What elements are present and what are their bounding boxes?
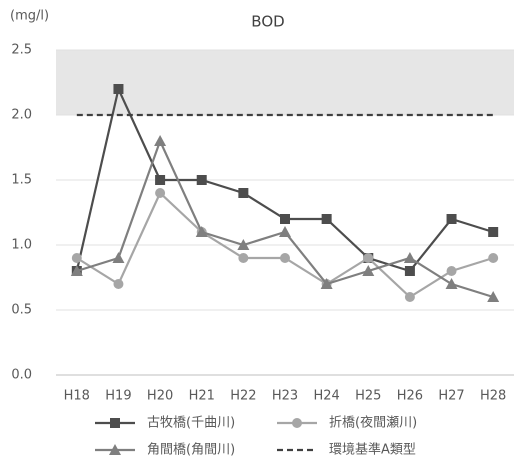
x-tick-label: H21 [189, 389, 215, 404]
x-tick-label: H22 [230, 389, 256, 404]
marker [446, 214, 457, 224]
marker [445, 278, 458, 289]
marker [70, 265, 83, 276]
marker [237, 239, 250, 250]
marker [71, 253, 82, 263]
y-tick-label: 0.0 [11, 368, 32, 383]
marker [110, 418, 120, 428]
y-tick-label: 2.5 [11, 43, 32, 58]
legend-label: 環境基準A類型 [329, 442, 416, 458]
marker [196, 175, 207, 185]
marker [113, 279, 124, 289]
y-tick-label: 1.0 [11, 238, 32, 253]
unit-label: (mg/l) [10, 9, 49, 24]
x-tick-label: H20 [147, 389, 173, 404]
marker [280, 253, 290, 263]
x-tick-label: H27 [438, 389, 464, 404]
marker [403, 252, 416, 263]
marker [488, 253, 499, 263]
marker [280, 214, 290, 224]
marker [292, 418, 302, 428]
marker [362, 265, 375, 276]
marker [279, 226, 291, 237]
x-tick-label: H19 [105, 389, 131, 404]
marker [155, 175, 166, 185]
legend-label: 古牧橋(千曲川) [147, 416, 235, 431]
x-tick-label: H25 [355, 389, 381, 404]
y-tick-label: 1.5 [11, 173, 32, 188]
legend-label: 折橋(夜間瀬川) [329, 416, 417, 431]
marker [488, 227, 499, 237]
x-tick-label: H26 [397, 389, 423, 404]
x-tick-label: H23 [272, 389, 298, 404]
legend-label: 角間橋(角間川) [147, 443, 235, 458]
marker [404, 266, 415, 276]
marker [321, 214, 332, 224]
marker [155, 188, 166, 198]
marker [320, 278, 333, 289]
marker [446, 266, 457, 276]
marker [487, 291, 500, 302]
y-tick-label: 2.0 [11, 108, 32, 123]
y-tick-label: 0.5 [11, 303, 32, 318]
shaded-band [56, 50, 514, 115]
x-tick-label: H24 [313, 389, 339, 404]
marker [195, 226, 208, 237]
x-tick-label: H18 [64, 389, 90, 404]
chart-title: BOD [251, 13, 284, 31]
x-tick-label: H28 [480, 389, 506, 404]
marker [112, 252, 125, 263]
marker [238, 188, 249, 198]
marker [238, 253, 249, 263]
marker [404, 292, 415, 302]
marker [363, 253, 374, 263]
marker [113, 84, 124, 94]
marker [154, 135, 167, 146]
marker [109, 444, 121, 455]
